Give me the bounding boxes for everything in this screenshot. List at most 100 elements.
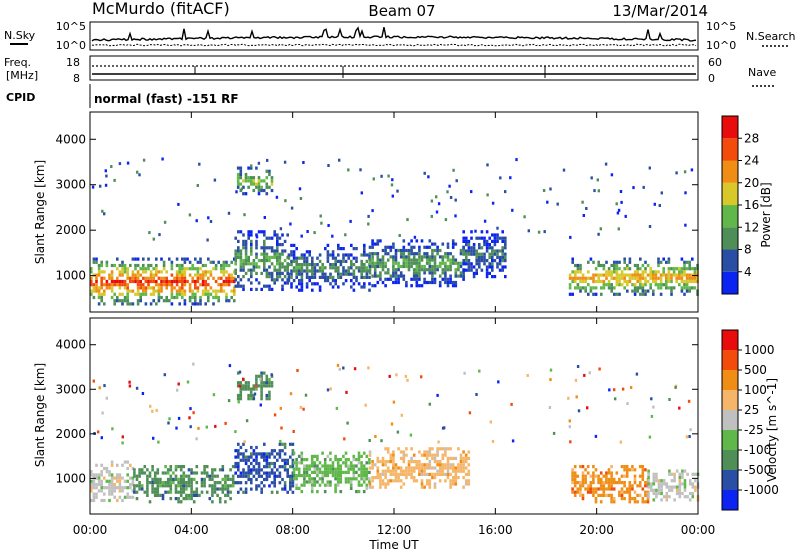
heatmap-cell — [587, 276, 590, 280]
heatmap-cell — [329, 263, 332, 267]
heatmap-cell — [218, 487, 222, 491]
heatmap-cell — [337, 259, 340, 263]
heatmap-cell — [276, 243, 279, 247]
heatmap-cell — [446, 258, 450, 262]
heatmap-cell — [355, 464, 358, 468]
heatmap-cell — [581, 497, 585, 501]
heatmap-cell — [257, 230, 261, 234]
heatmap-cell — [355, 470, 358, 474]
heatmap-cell — [454, 258, 458, 262]
heatmap-cell — [449, 485, 452, 489]
heatmap-cell — [158, 233, 161, 237]
heatmap-cell — [357, 461, 361, 465]
heatmap-cell — [394, 466, 398, 470]
heatmap-cell — [454, 469, 458, 473]
heatmap-cell — [576, 481, 580, 485]
heatmap-cell — [368, 275, 371, 279]
heatmap-cell — [357, 458, 361, 462]
heatmap-cell — [336, 467, 340, 471]
heatmap-cell — [438, 479, 442, 483]
heatmap-cell — [200, 490, 204, 494]
heatmap-cell — [192, 500, 196, 504]
heatmap-cell — [194, 279, 197, 284]
heatmap-cell — [368, 439, 371, 442]
heatmap-cell — [321, 451, 324, 455]
heatmap-cell — [161, 497, 165, 501]
heatmap-cell — [291, 442, 295, 446]
heatmap-cell — [433, 258, 437, 262]
heatmap-cell — [623, 286, 626, 290]
heatmap-cell — [100, 436, 103, 440]
heatmap-cell — [239, 268, 243, 272]
heatmap-cell — [95, 486, 98, 490]
heatmap-cell — [331, 279, 335, 283]
heatmap-cell — [131, 273, 135, 277]
heatmap-cell — [121, 260, 124, 264]
heatmap-cell — [652, 289, 655, 293]
heatmap-cell — [313, 266, 317, 270]
heatmap-cell — [685, 289, 689, 293]
heatmap-cell — [626, 289, 629, 293]
heatmap-cell — [597, 232, 600, 236]
heatmap-cell — [249, 176, 253, 180]
heatmap-cell — [194, 273, 197, 277]
heatmap-cell — [334, 263, 337, 267]
heatmap-cell — [283, 481, 287, 485]
heatmap-cell — [270, 236, 274, 240]
heatmap-cell — [270, 275, 274, 279]
heatmap-cell — [242, 458, 245, 462]
heatmap-cell — [623, 484, 626, 488]
heatmap-cell — [147, 263, 150, 268]
heatmap-cell — [334, 458, 337, 462]
heatmap-cell — [628, 497, 632, 501]
heatmap-cell — [694, 472, 697, 476]
heatmap-cell — [491, 255, 494, 259]
heatmap-cell — [255, 182, 258, 186]
heatmap-cell — [523, 215, 526, 219]
heatmap-cell — [350, 253, 353, 257]
heatmap-cell — [360, 191, 363, 195]
heatmap-cell — [105, 396, 108, 400]
heatmap-cell — [278, 268, 282, 272]
heatmap-cell — [373, 264, 377, 269]
heatmap-cell — [644, 260, 647, 264]
heatmap-cell — [292, 474, 296, 478]
heatmap-cell — [199, 276, 202, 280]
heatmap-cell — [95, 286, 98, 290]
heatmap-cell — [673, 472, 676, 476]
heatmap-cell — [631, 273, 634, 277]
heatmap-cell — [633, 474, 637, 478]
heatmap-cell — [444, 261, 447, 265]
heatmap-cell — [423, 453, 426, 457]
heatmap-cell — [399, 255, 403, 259]
heatmap-cell — [134, 267, 137, 271]
heatmap-cell — [331, 474, 335, 478]
heatmap-cell — [384, 476, 387, 480]
heatmap-cell — [203, 465, 206, 469]
heatmap-cell — [568, 276, 572, 280]
heatmap-cell — [170, 273, 174, 277]
heatmap-cell — [384, 460, 387, 464]
heatmap-cell — [217, 299, 220, 303]
heatmap-cell — [334, 282, 337, 286]
heatmap-cell — [462, 460, 465, 464]
heatmap-cell — [646, 263, 650, 268]
heatmap-cell — [420, 268, 424, 272]
heatmap-cell — [680, 286, 684, 290]
heatmap-cell — [599, 477, 603, 481]
heatmap-cell — [579, 493, 582, 497]
heatmap-cell — [441, 447, 445, 451]
heatmap-cell — [169, 484, 173, 488]
heatmap-cell — [153, 474, 157, 478]
heatmap-cell — [142, 289, 145, 293]
heatmap-cell — [169, 477, 173, 481]
heatmap-cell — [347, 256, 350, 260]
heatmap-cell — [311, 256, 314, 260]
heatmap-cell — [194, 286, 197, 290]
heatmap-cell — [162, 279, 166, 284]
heatmap-cell — [126, 273, 129, 277]
heatmap-cell — [433, 268, 437, 272]
heatmap-cell — [276, 458, 279, 462]
heatmap-cell — [123, 479, 127, 483]
heatmap-cell — [237, 275, 240, 279]
